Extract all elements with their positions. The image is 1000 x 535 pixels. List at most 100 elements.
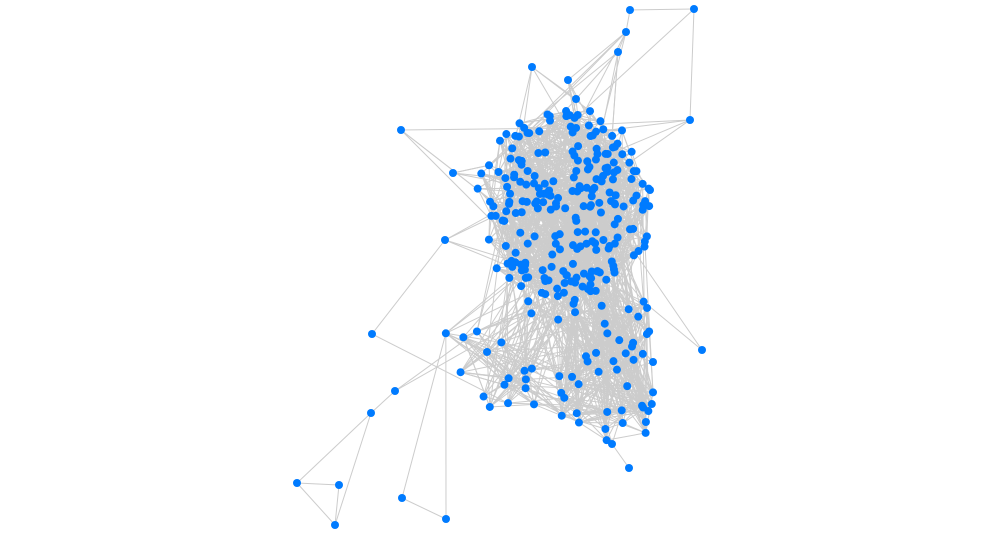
graph-node xyxy=(610,268,619,277)
graph-node xyxy=(398,494,406,502)
graph-node xyxy=(553,292,562,301)
graph-node xyxy=(646,186,654,194)
graph-node xyxy=(573,228,582,237)
graph-node xyxy=(617,406,626,415)
graph-node xyxy=(584,121,593,130)
graph-node xyxy=(541,148,550,157)
graph-node xyxy=(485,161,494,170)
graph-node xyxy=(508,144,517,153)
graph-node xyxy=(484,235,493,244)
graph-node xyxy=(521,384,530,393)
graph-edge xyxy=(495,215,580,385)
graph-node xyxy=(485,402,494,411)
graph-edge xyxy=(334,412,372,526)
graph-edge xyxy=(463,336,533,370)
graph-edge xyxy=(575,31,627,129)
graph-edge xyxy=(606,333,643,406)
graph-node xyxy=(491,211,500,220)
graph-node xyxy=(609,357,618,366)
graph-node xyxy=(641,428,650,437)
graph-edge xyxy=(605,391,654,430)
graph-node xyxy=(502,130,511,139)
graph-node xyxy=(605,188,614,197)
graph-node xyxy=(601,424,610,433)
graph-node xyxy=(611,191,620,200)
graph-node xyxy=(514,156,523,165)
graph-node xyxy=(549,177,558,186)
graph-edge xyxy=(505,160,523,247)
graph-edge xyxy=(578,307,648,423)
graph-node xyxy=(600,319,609,328)
graph-node xyxy=(586,107,595,116)
graph-edge xyxy=(531,312,559,321)
graph-node xyxy=(603,163,612,172)
graph-edge xyxy=(371,239,446,335)
graph-node xyxy=(593,150,602,159)
graph-node xyxy=(627,147,636,156)
graph-node xyxy=(565,111,574,120)
graph-node xyxy=(559,267,568,276)
graph-node xyxy=(629,167,638,176)
graph-node xyxy=(613,214,622,223)
graph-node xyxy=(504,199,513,208)
graph-node xyxy=(568,128,577,137)
graph-node xyxy=(293,479,301,487)
graph-node xyxy=(523,239,532,248)
graph-node xyxy=(367,409,375,417)
graph-node xyxy=(624,305,633,314)
graph-node xyxy=(530,400,539,409)
graph-node xyxy=(587,192,596,201)
graph-node xyxy=(514,132,523,141)
graph-node xyxy=(642,232,651,241)
graph-edge xyxy=(621,154,631,230)
graph-edge xyxy=(643,301,703,351)
graph-node xyxy=(368,330,376,338)
graph-edge xyxy=(558,312,576,377)
graph-node xyxy=(551,232,560,241)
graph-node xyxy=(441,236,449,244)
graph-node xyxy=(603,329,612,338)
graph-node xyxy=(582,239,591,248)
graph-node xyxy=(574,418,583,427)
graph-node xyxy=(618,126,627,135)
graph-node xyxy=(623,382,632,391)
graph-node xyxy=(548,250,557,259)
graph-edge xyxy=(589,276,644,303)
graph-edge xyxy=(524,370,580,423)
graph-edge xyxy=(401,333,447,499)
graph-node xyxy=(528,63,536,71)
graph-node xyxy=(504,399,513,408)
graph-edge xyxy=(525,378,563,417)
graph-edge xyxy=(394,312,532,392)
graph-node xyxy=(583,157,592,166)
graph-node xyxy=(538,266,547,275)
graph-node xyxy=(442,515,450,523)
graph-node xyxy=(622,28,630,36)
graph-edge xyxy=(606,432,646,441)
graph-edge xyxy=(629,119,691,164)
graph-node xyxy=(632,191,641,200)
graph-node xyxy=(588,186,597,195)
graph-node xyxy=(572,216,581,225)
graph-node xyxy=(537,288,546,297)
graph-node xyxy=(561,204,570,213)
graph-edge xyxy=(486,307,648,353)
graph-node xyxy=(629,355,638,364)
graph-edge xyxy=(483,396,509,404)
graph-node xyxy=(495,136,504,145)
graph-edge xyxy=(527,300,597,354)
graph-node xyxy=(615,336,624,345)
graph-node xyxy=(573,111,582,120)
graph-edge xyxy=(533,403,608,413)
graph-edge xyxy=(504,384,580,423)
graph-node xyxy=(634,312,643,321)
graph-node xyxy=(649,388,658,397)
graph-node xyxy=(592,175,601,184)
graph-node xyxy=(540,179,549,188)
graph-edge xyxy=(498,133,507,173)
graph-node xyxy=(581,227,590,236)
graph-node xyxy=(608,131,617,140)
graph-edge xyxy=(486,351,505,386)
graph-node xyxy=(554,315,563,324)
graph-node xyxy=(518,197,527,206)
